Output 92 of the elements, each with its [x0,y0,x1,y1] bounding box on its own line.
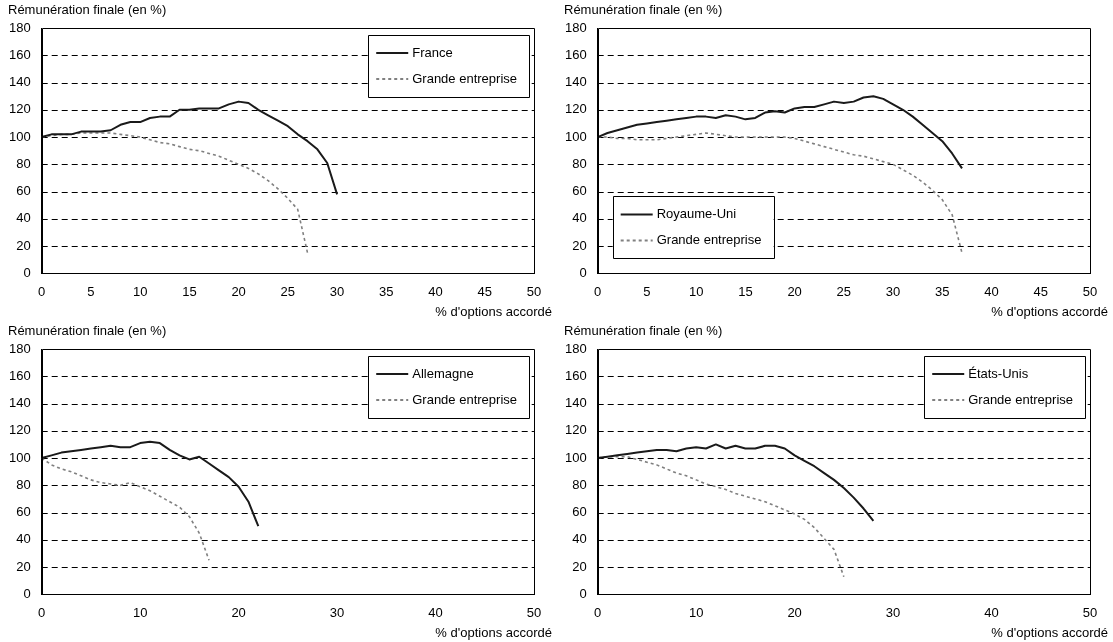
x-tick-label: 40 [984,283,999,299]
y-tick-label: 80 [16,476,31,492]
x-tick-label: 5 [87,283,95,299]
x-tick-label: 15 [738,283,753,299]
x-tick-label: 0 [38,604,46,620]
y-tick-label: 20 [16,237,31,253]
y-tick-label: 120 [564,101,587,117]
x-tick-label: 50 [1082,283,1098,299]
x-tick-label: 40 [428,604,443,620]
x-tick-label: 50 [526,604,542,620]
y-tick-label: 80 [572,476,587,492]
y-tick-label: 160 [8,46,31,62]
y-tick-label: 140 [564,74,587,90]
y-tick-label: 160 [8,367,31,383]
y-tick-label: 0 [579,264,587,280]
y-tick-label: 60 [16,183,31,199]
y-tick-label: 140 [564,395,587,411]
x-tick-label: 10 [688,283,704,299]
y-tick-label: 120 [8,422,31,438]
x-axis-title: % d'options accordé [435,304,552,319]
y-tick-label: 40 [16,531,31,547]
x-tick-label: 20 [231,604,246,620]
y-axis-title: Rémunération finale (en %) [564,2,723,17]
x-tick-label: 45 [477,283,492,299]
y-tick-label: 0 [23,585,31,601]
x-tick-label: 35 [935,283,950,299]
y-tick-label: 0 [579,585,587,601]
line-series [41,457,210,562]
x-axis-title: % d'options accordé [435,625,552,640]
y-tick-label: 140 [8,74,31,90]
y-tick-label: 100 [8,449,31,465]
y-tick-label: 40 [572,531,587,547]
x-tick-label: 10 [132,283,148,299]
legend-label: États-Unis [968,365,1029,381]
legend-label: Grande entreprise [968,391,1073,407]
y-tick-label: 20 [572,558,587,574]
y-tick-label: 40 [572,210,587,226]
y-tick-label: 40 [16,210,31,226]
y-axis-title: Rémunération finale (en %) [8,323,167,338]
legend-label: Grande entreprise [412,391,517,407]
x-tick-label: 15 [182,283,197,299]
x-tick-label: 35 [379,283,394,299]
y-tick-label: 160 [564,367,587,383]
y-tick-label: 60 [572,504,587,520]
y-tick-label: 120 [564,422,587,438]
x-tick-label: 20 [231,283,246,299]
legend-label: Allemagne [412,365,474,381]
y-tick-label: 60 [572,183,587,199]
y-tick-label: 100 [564,449,587,465]
legend-label: France [412,44,453,60]
x-tick-label: 30 [329,283,345,299]
x-tick-label: 30 [885,283,901,299]
y-tick-label: 180 [8,19,31,35]
line-series [597,132,963,254]
y-tick-label: 160 [564,46,587,62]
x-tick-label: 20 [787,283,802,299]
x-tick-label: 25 [836,283,852,299]
x-axis-title: % d'options accordé [991,304,1108,319]
y-tick-label: 180 [564,19,587,35]
x-tick-label: 10 [132,604,148,620]
y-axis-title: Rémunération finale (en %) [8,2,167,17]
y-tick-label: 20 [572,237,587,253]
x-tick-label: 5 [643,283,651,299]
x-tick-label: 20 [787,604,802,620]
y-tick-label: 120 [8,101,31,117]
x-tick-label: 50 [526,283,542,299]
x-tick-label: 30 [329,604,345,620]
x-tick-label: 40 [984,604,999,620]
legend-label: Royaume-Uni [656,205,737,221]
x-tick-label: 30 [885,604,901,620]
y-tick-label: 180 [8,340,31,356]
y-tick-label: 60 [16,504,31,520]
x-tick-label: 10 [688,604,704,620]
x-axis-title: % d'options accordé [991,625,1108,640]
y-tick-label: 140 [8,395,31,411]
x-tick-label: 45 [1033,283,1048,299]
legend-label: Grande entreprise [412,70,517,86]
y-tick-label: 80 [16,155,31,171]
x-tick-label: 50 [1082,604,1098,620]
y-tick-label: 180 [564,340,587,356]
x-tick-label: 25 [280,283,296,299]
x-tick-label: 0 [594,283,602,299]
y-tick-label: 100 [564,128,587,144]
y-tick-label: 80 [572,155,587,171]
x-tick-label: 40 [428,283,443,299]
y-tick-label: 20 [16,558,31,574]
x-tick-label: 0 [594,604,602,620]
x-tick-label: 0 [38,283,46,299]
y-axis-title: Rémunération finale (en %) [564,323,723,338]
y-tick-label: 0 [23,264,31,280]
legend-label: Grande entreprise [656,231,762,247]
y-tick-label: 100 [8,128,31,144]
